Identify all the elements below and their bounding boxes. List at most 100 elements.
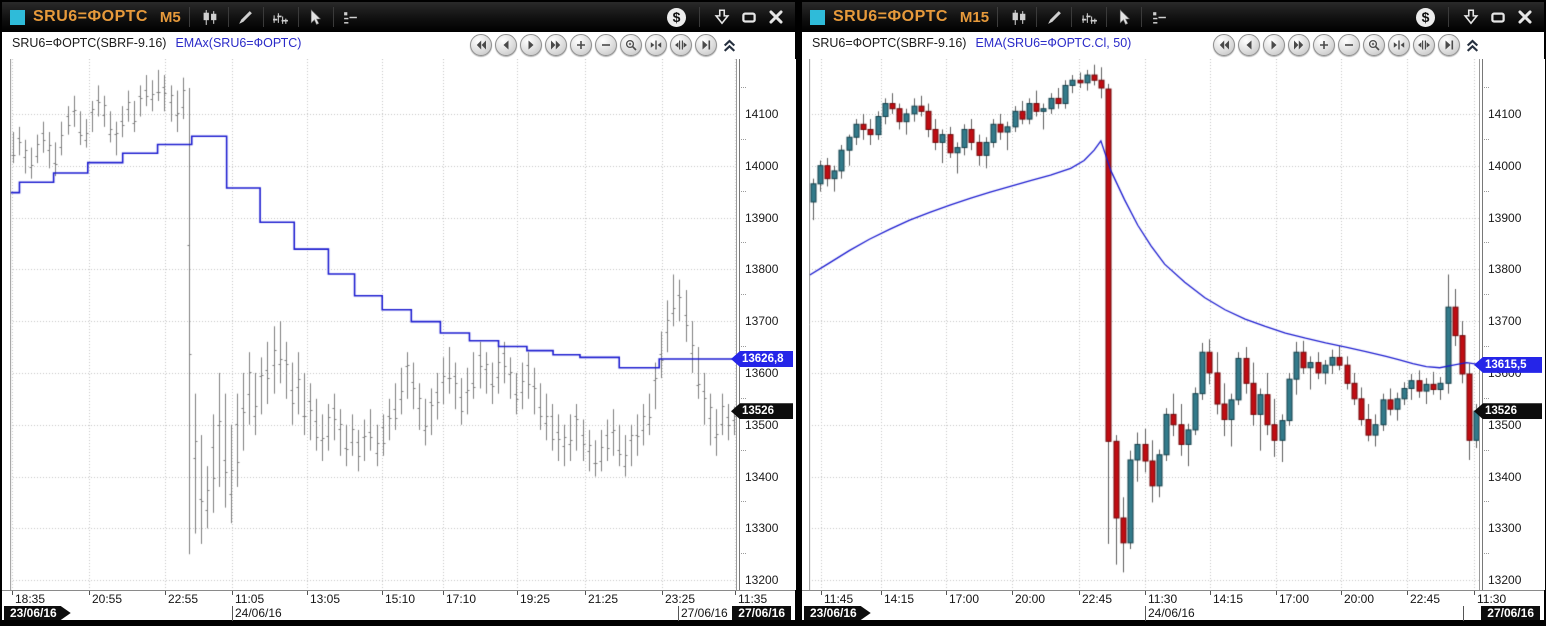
y-axis-minor-tick [1484, 294, 1489, 296]
y-axis-label: 13300 [1488, 521, 1522, 536]
indicator-icon[interactable] [1076, 6, 1102, 28]
draw-icon[interactable] [233, 6, 259, 28]
x-axis-time-label: 20:55 [92, 592, 123, 606]
price-axis[interactable]: 14100 14000 13900 13800 13700 13600 13500 13400… [1482, 59, 1545, 590]
restore-icon[interactable] [740, 8, 758, 26]
x-axis-tick [1407, 591, 1408, 595]
y-axis-label: 14100 [1488, 106, 1522, 121]
y-axis-minor-tick [741, 501, 746, 503]
expand-button[interactable] [1413, 34, 1435, 56]
zoom-in-button[interactable] [1313, 34, 1335, 56]
y-axis-label: 14000 [1488, 158, 1522, 173]
toolbar-separator [1036, 7, 1038, 27]
chart-type-icon[interactable] [198, 6, 224, 28]
y-axis-label: 13600 [745, 365, 779, 380]
y-axis-minor-tick [741, 87, 746, 88]
levels-icon[interactable] [338, 6, 364, 28]
toolbar-separator [1106, 7, 1108, 27]
chart-nav-toolbar [470, 34, 737, 56]
rewind-button[interactable] [470, 34, 492, 56]
x-axis-time-label: 17:00 [1279, 592, 1310, 606]
step-back-button[interactable] [495, 34, 517, 56]
toolbar-separator [1071, 7, 1073, 27]
step-forward-button[interactable] [1263, 34, 1285, 56]
x-axis-tick [1012, 591, 1013, 595]
x-axis-tick [382, 591, 383, 595]
date-tag: 27/06/16 [1481, 606, 1540, 620]
dollar-icon[interactable]: $ [667, 7, 686, 27]
download-icon[interactable] [713, 8, 731, 26]
collapse-icon[interactable] [722, 38, 737, 53]
zoom-out-button[interactable] [1338, 34, 1360, 56]
close-icon[interactable] [1516, 8, 1534, 26]
x-axis-time-label: 11:05 [235, 592, 265, 606]
chart-window-m15: SRU6=ФОРТС M15 $ SRU6=ФОРТС(SBRF-9.16) E… [800, 0, 1546, 626]
indicator-icon[interactable] [268, 6, 294, 28]
step-back-button[interactable] [1238, 34, 1260, 56]
fast-forward-button[interactable] [545, 34, 567, 56]
compress-button[interactable] [645, 34, 667, 56]
fast-forward-button[interactable] [1288, 34, 1310, 56]
y-axis-minor-tick [1484, 190, 1489, 192]
x-axis-tick [735, 591, 736, 595]
x-axis-tick [165, 591, 166, 595]
x-axis-time-label: 18:35 [15, 592, 46, 606]
y-axis-minor-tick [741, 449, 746, 451]
axis-separator [1479, 59, 1480, 590]
day-boundary-tick [678, 606, 679, 621]
last-price-tag: 13526 [731, 403, 793, 420]
close-icon[interactable] [767, 8, 785, 26]
ema-price-tag: 13626,8 [731, 351, 793, 368]
x-axis-time-label: 22:45 [1082, 592, 1113, 606]
go-end-button[interactable] [1438, 34, 1460, 56]
ema-price-tag: 13615,5 [1474, 356, 1542, 373]
toolbar-separator [1141, 7, 1143, 27]
y-axis-minor-tick [1484, 397, 1489, 399]
y-axis-minor-tick [1484, 449, 1489, 451]
y-axis-minor-tick [741, 190, 746, 192]
draw-icon[interactable] [1041, 6, 1067, 28]
y-axis-label: 13500 [1488, 417, 1522, 432]
titlebar[interactable]: SRU6=ФОРТС M15 $ [802, 2, 1544, 32]
chart-label-row: SRU6=ФОРТС(SBRF-9.16) EMAx(SRU6=ФОРТС) [12, 36, 301, 50]
zoom-area-button[interactable] [620, 34, 642, 56]
y-axis-minor-tick [1484, 242, 1489, 244]
y-axis-minor-tick [1484, 87, 1489, 88]
day-boundary-tick [1145, 606, 1146, 621]
y-axis-label: 13400 [1488, 469, 1522, 484]
zoom-area-button[interactable] [1363, 34, 1385, 56]
axis-separator [736, 59, 737, 590]
chart-type-icon[interactable] [1006, 6, 1032, 28]
price-chart-canvas[interactable] [809, 59, 1480, 590]
y-axis-minor-tick [1484, 501, 1489, 503]
price-axis[interactable]: 14100 14000 13900 13800 13700 13600 13500 13400… [739, 59, 796, 590]
time-axis[interactable]: 18:35 20:55 22:55 11:05 13:05 15:10 17:10 19:25… [2, 590, 795, 607]
download-icon[interactable] [1462, 8, 1480, 26]
go-end-button[interactable] [695, 34, 717, 56]
rewind-button[interactable] [1213, 34, 1235, 56]
toolbar-separator [262, 7, 264, 27]
compress-button[interactable] [1388, 34, 1410, 56]
x-axis-tick [585, 591, 586, 595]
x-axis-tick [1341, 591, 1342, 595]
zoom-out-button[interactable] [595, 34, 617, 56]
x-axis-tick [881, 591, 882, 595]
titlebar-toolbar [198, 2, 364, 32]
cursor-icon[interactable] [1111, 6, 1137, 28]
chart-label-row: SRU6=ФОРТС(SBRF-9.16) EMA(SRU6=ФОРТС.Cl,… [812, 36, 1131, 50]
cursor-icon[interactable] [303, 6, 329, 28]
zoom-in-button[interactable] [570, 34, 592, 56]
step-forward-button[interactable] [520, 34, 542, 56]
titlebar[interactable]: SRU6=ФОРТС M5 $ [2, 2, 795, 32]
date-label: 27/06/16 [681, 606, 728, 620]
expand-button[interactable] [670, 34, 692, 56]
x-axis-time-label: 19:25 [520, 592, 551, 606]
y-axis-minor-tick [1484, 346, 1489, 348]
price-chart-canvas[interactable] [10, 59, 737, 590]
time-axis[interactable]: 11:45 14:15 17:00 20:00 22:45 11:30 14:15 17:00… [802, 590, 1544, 607]
titlebar-separator [997, 7, 999, 27]
dollar-icon[interactable]: $ [1416, 7, 1435, 27]
restore-icon[interactable] [1489, 8, 1507, 26]
levels-icon[interactable] [1146, 6, 1172, 28]
collapse-icon[interactable] [1465, 38, 1480, 53]
